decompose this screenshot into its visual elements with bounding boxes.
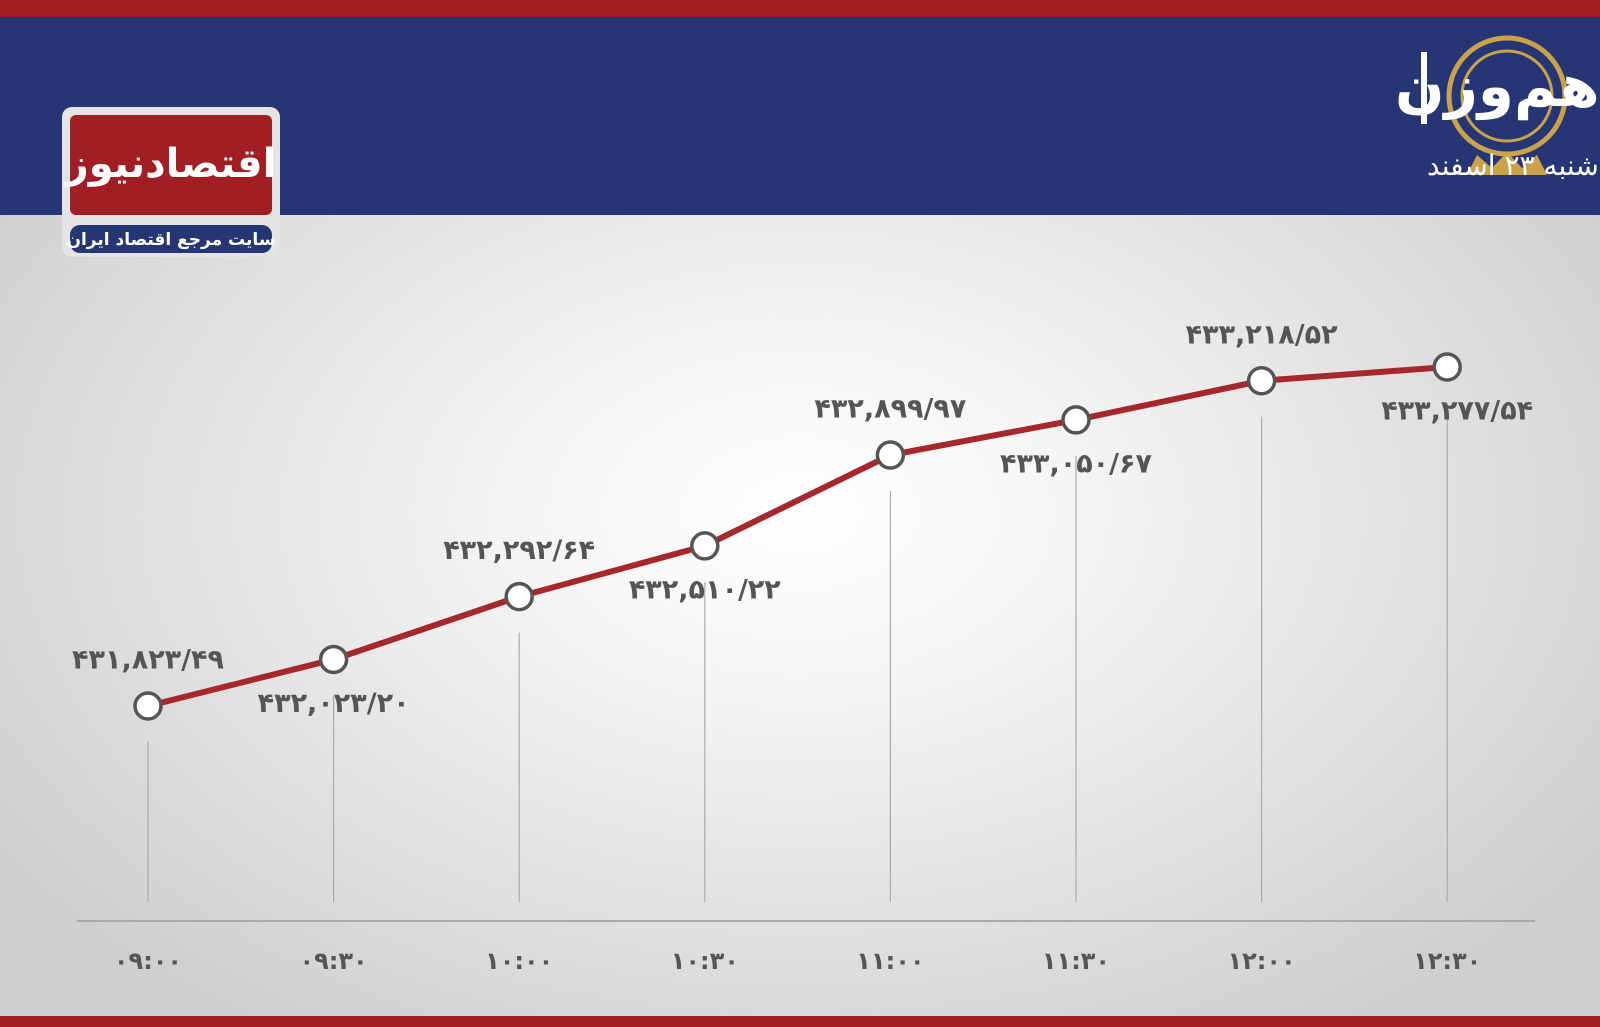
value-label: ۴۳۲,۲۹۲/۶۴ xyxy=(443,535,595,566)
brand-name: اقتصادنیوز xyxy=(64,141,277,187)
emblem-crown xyxy=(1467,152,1547,175)
point xyxy=(690,531,720,561)
x-tick-label: ۱۲:۰۰ xyxy=(1227,947,1295,975)
value-label: ۴۳۳,۲۱۸/۵۲ xyxy=(1186,319,1338,350)
point xyxy=(1246,366,1277,396)
value-label: ۴۳۲,۵۱۰/۲۲ xyxy=(629,574,781,605)
x-tick-label: ۰۹:۰۰ xyxy=(114,947,182,975)
top-band xyxy=(0,0,1600,17)
point xyxy=(318,644,349,675)
tagline-box xyxy=(70,225,272,253)
x-tick-label: ۱۰:۰۰ xyxy=(485,947,553,975)
chart-title: روند شاخص کل هم‌وزن xyxy=(1395,52,1600,121)
point xyxy=(1061,405,1091,435)
value-label: ۴۳۱,۸۲۳/۴۹ xyxy=(72,645,224,676)
x-tick-label: ۱۲:۳۰ xyxy=(1413,947,1481,975)
point xyxy=(1432,352,1462,382)
series-line xyxy=(147,364,1448,709)
value-label: ۴۳۳,۰۵۰/۶۷ xyxy=(1000,448,1152,479)
value-label: ۴۳۲,۸۹۹/۹۷ xyxy=(814,394,966,425)
chart-subtitle: شنبه ۲۳ اسفند xyxy=(1427,149,1599,182)
point xyxy=(133,691,163,721)
brand-tagline: سایت مرجع اقتصاد ایران xyxy=(66,230,275,250)
value-label: ۴۳۲,۰۲۳/۲۰ xyxy=(258,688,410,719)
title-divider xyxy=(1421,52,1427,124)
bottom-band xyxy=(0,1016,1600,1027)
point xyxy=(504,581,534,612)
value-label: ۴۳۳,۲۷۷/۵۴ xyxy=(1381,396,1533,427)
x-tick-label: ۱۱:۳۰ xyxy=(1042,947,1110,975)
x-tick-label: ۰۹:۳۰ xyxy=(299,947,367,975)
logo-box xyxy=(70,115,272,215)
point xyxy=(875,440,906,470)
x-tick-label: ۱۱:۰۰ xyxy=(856,947,924,975)
x-tick-label: ۱۰:۳۰ xyxy=(671,947,739,975)
emblem-inner xyxy=(1460,49,1554,143)
